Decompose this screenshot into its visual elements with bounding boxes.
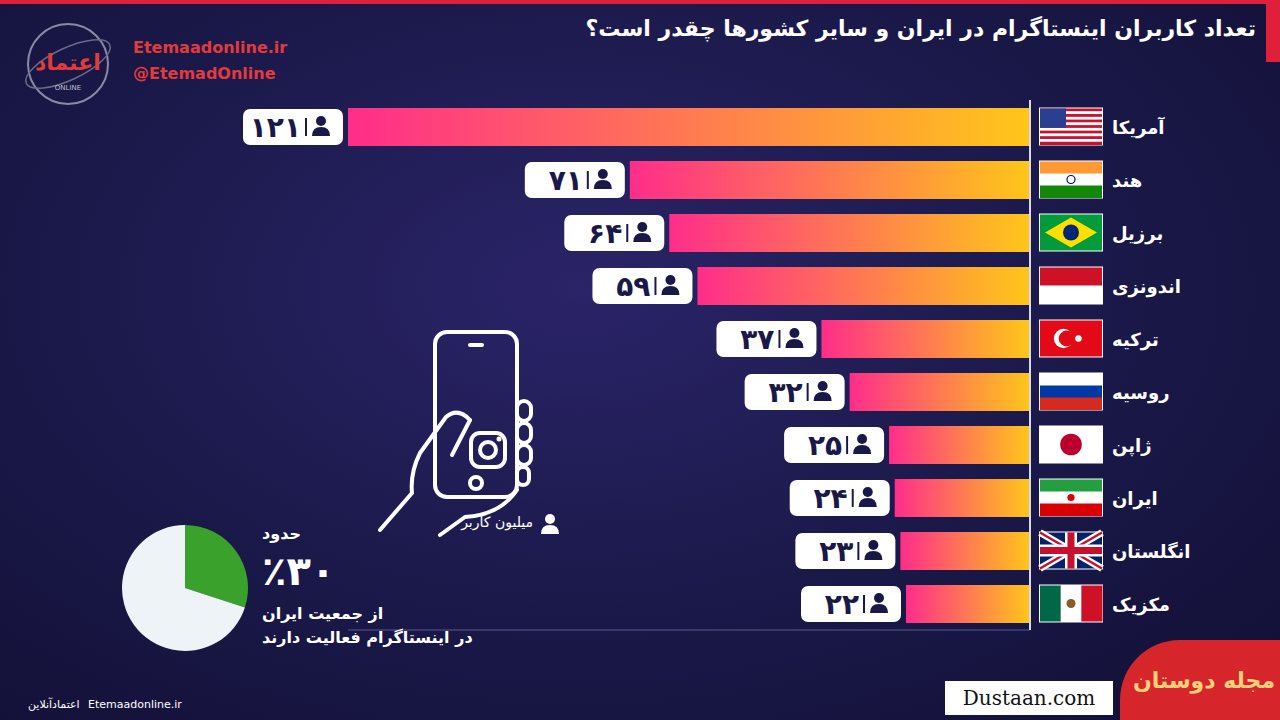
svg-text:۷۱: ۷۱	[549, 164, 583, 197]
svg-text:۳۲: ۳۲	[768, 376, 802, 409]
svg-text:۲۳: ۲۳	[819, 535, 853, 568]
svg-text:ژاپن: ژاپن	[1112, 435, 1152, 457]
svg-text:۲۵: ۲۵	[808, 429, 842, 462]
html-text:از جمعیت ایران: از جمعیت ایران	[262, 604, 384, 623]
svg-text:۱۲۱: ۱۲۱	[250, 111, 301, 144]
svg-text:برزیل: برزیل	[1112, 223, 1163, 245]
svg-text:هند: هند	[1112, 170, 1142, 191]
html-text:اعتمادآنلاین: اعتمادآنلاین	[28, 698, 80, 711]
svg-text:۲۲: ۲۲	[825, 588, 859, 621]
svg-text:آمریکا: آمریکا	[1112, 116, 1165, 139]
html-text:در اینستاگرام فعالیت دارند: در اینستاگرام فعالیت دارند	[262, 628, 473, 647]
svg-text:ایران: ایران	[1112, 488, 1158, 510]
html-text:مجله دوستان: مجله دوستان	[1133, 667, 1275, 693]
svg-text:۳۷: ۳۷	[740, 323, 774, 356]
svg-text:مکزیک: مکزیک	[1112, 594, 1170, 616]
svg-text:روسیه: روسیه	[1112, 382, 1170, 404]
html-text:٪۳۰: ٪۳۰	[262, 548, 336, 594]
svg-text:اندونزی: اندونزی	[1112, 276, 1181, 298]
html-text:تعداد کاربران اینستاگرام در ای: تعداد کاربران اینستاگرام در ایران و سایر…	[585, 16, 1256, 41]
html-text:Etemaadonline.ir: Etemaadonline.ir	[133, 38, 288, 57]
svg-text:ONLINE: ONLINE	[55, 84, 81, 92]
svg-text:۵۹: ۵۹	[616, 270, 650, 303]
svg-text:۲۴: ۲۴	[814, 482, 848, 515]
html-text:Etemaadonline.ir: Etemaadonline.ir	[88, 698, 182, 711]
svg-text:انگلستان: انگلستان	[1112, 541, 1191, 562]
svg-text:ترکیه: ترکیه	[1112, 329, 1159, 351]
html-text:Dustaan.com: Dustaan.com	[962, 686, 1096, 710]
html-text:@EtemadOnline: @EtemadOnline	[133, 64, 276, 83]
svg-text:اعتماد: اعتماد	[35, 50, 101, 75]
html-text:حدود: حدود	[262, 524, 301, 543]
html-text:میلیون کاربر: میلیون کاربر	[461, 514, 533, 530]
svg-text:۶۴: ۶۴	[588, 217, 622, 250]
